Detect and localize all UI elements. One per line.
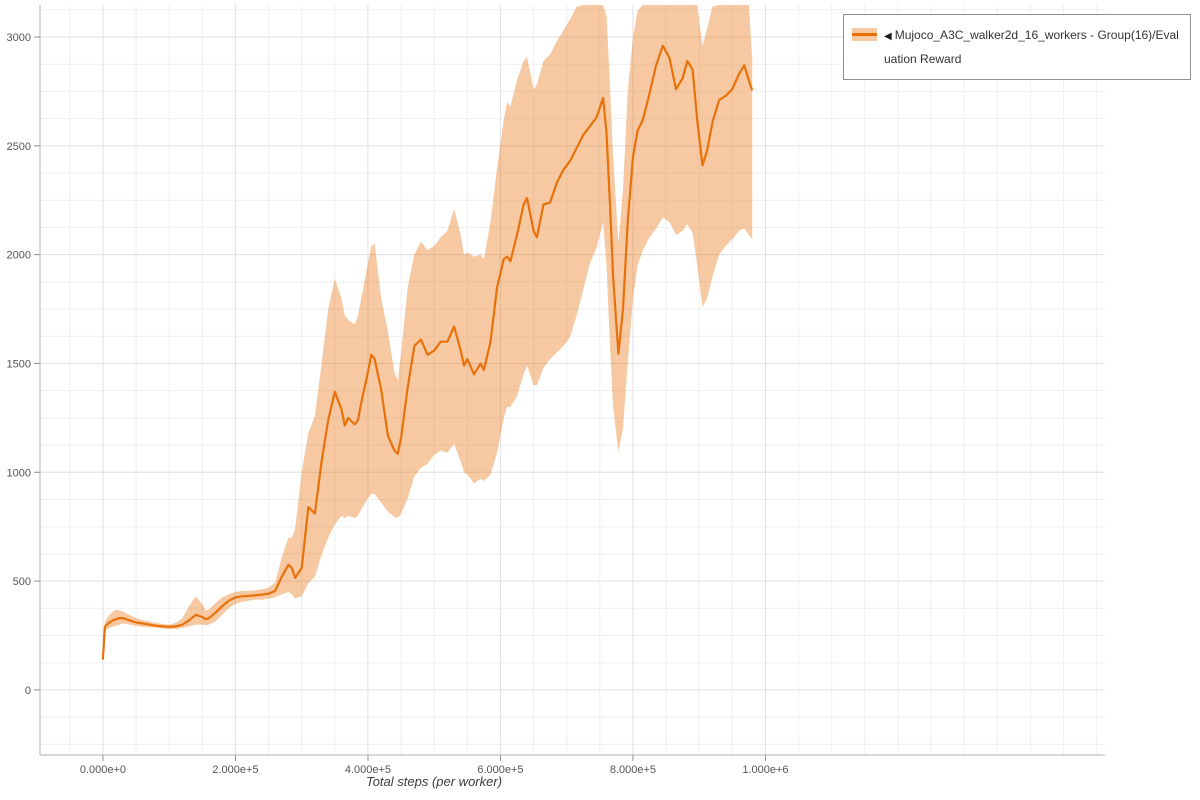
legend-line-swatch: [852, 33, 877, 36]
y-tick-label: 1000: [7, 467, 31, 479]
y-tick-label: 2000: [7, 250, 31, 262]
x-tick-label: 0.000e+0: [80, 764, 126, 776]
mean-line: [101, 44, 754, 660]
legend-item[interactable]: ◀ Mujoco_A3C_walker2d_16_workers - Group(…: [852, 24, 1182, 70]
grid-layer: [40, 5, 1105, 755]
legend-label: ◀ Mujoco_A3C_walker2d_16_workers - Group(…: [884, 24, 1182, 70]
y-tick-label: 1500: [7, 358, 31, 370]
legend-band-swatch: [852, 28, 877, 41]
legend: ◀ Mujoco_A3C_walker2d_16_workers - Group(…: [843, 14, 1191, 80]
y-tick-label: 0: [25, 685, 31, 697]
x-axis-title: Total steps (per worker): [365, 774, 503, 789]
x-tick-label: 6.000e+5: [477, 764, 523, 776]
y-tick-label: 500: [13, 576, 31, 588]
y-tick-label: 2500: [7, 141, 31, 153]
x-tick-label: 4.000e+5: [345, 764, 391, 776]
axes: 0.000e+0 2.000e+5 4.000e+5 6.000e+5 8.000e+5…: [7, 5, 1105, 776]
confidence-band: [102, 5, 753, 663]
y-tick-label: 3000: [7, 32, 31, 44]
x-tick-label: 8.000e+5: [610, 764, 656, 776]
x-tick-label: 2.000e+5: [212, 764, 258, 776]
legend-collapse-icon[interactable]: ◀: [884, 31, 892, 42]
legend-series-name: Mujoco_A3C_walker2d_16_workers - Group(1…: [884, 28, 1179, 66]
x-tick-label: 1.000e+6: [742, 764, 788, 776]
